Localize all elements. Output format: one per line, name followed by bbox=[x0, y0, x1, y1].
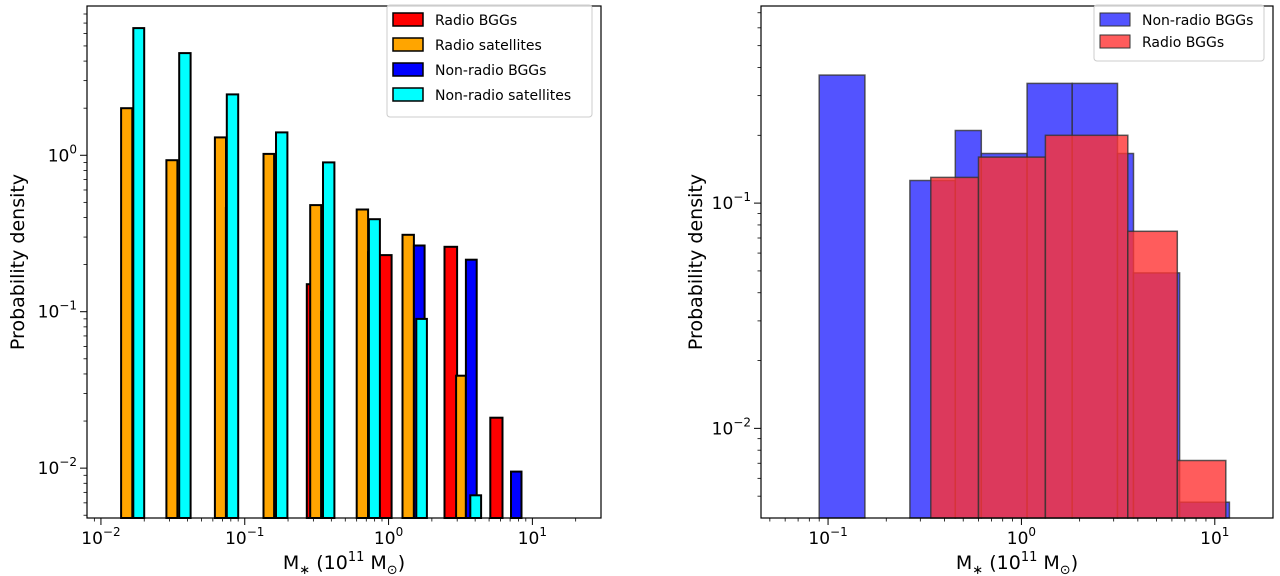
bar bbox=[464, 258, 478, 519]
bar bbox=[120, 107, 134, 519]
bar bbox=[510, 470, 523, 520]
bar bbox=[178, 52, 192, 519]
bar bbox=[818, 74, 866, 519]
legend-entry: Radio BGGs bbox=[435, 13, 517, 29]
legend-entry: Radio BGGs bbox=[1142, 35, 1224, 51]
legend-swatch bbox=[392, 12, 424, 27]
bar bbox=[1176, 459, 1227, 519]
y-axis-label: Probability density bbox=[7, 174, 29, 350]
bar bbox=[322, 161, 336, 519]
legend-entry: Non-radio BGGs bbox=[1142, 13, 1253, 29]
plot-frame bbox=[760, 5, 1274, 519]
legend: Radio BGGs Radio satellites Non-radio BGGs… bbox=[386, 4, 593, 118]
legend-entry: Radio satellites bbox=[435, 38, 542, 54]
bar bbox=[455, 374, 467, 520]
bar bbox=[401, 233, 415, 520]
bar bbox=[1127, 230, 1179, 519]
legend-swatch bbox=[392, 87, 424, 102]
bar bbox=[132, 27, 146, 519]
series-1 bbox=[930, 134, 1227, 519]
bar bbox=[469, 494, 483, 519]
y-axis-label: Probability density bbox=[685, 174, 707, 350]
y-tick-label: 100 bbox=[48, 142, 77, 166]
bar bbox=[1044, 134, 1129, 519]
bar bbox=[225, 93, 240, 520]
bar bbox=[275, 131, 289, 519]
x-tick-label: 100 bbox=[1007, 525, 1036, 549]
legend-entry: Non-radio BGGs bbox=[435, 63, 546, 79]
x-tick-label: 10−1 bbox=[225, 525, 264, 549]
x-axis-label: M∗ (1011 M⊙) bbox=[956, 550, 1078, 576]
x-axis-label: M∗ (1011 M⊙) bbox=[283, 550, 405, 576]
bar bbox=[165, 159, 179, 519]
x-tick-label: 10−2 bbox=[81, 525, 120, 549]
bar bbox=[977, 156, 1047, 519]
bar bbox=[262, 152, 276, 519]
right-histogram-panel: 10−1 100 101 10−2 10−1 M∗ (1011 M⊙) Probabilit… bbox=[685, 4, 1274, 576]
y-tick-label: 10−2 bbox=[712, 415, 751, 439]
legend-swatch bbox=[392, 62, 424, 77]
legend-swatch bbox=[1099, 34, 1131, 49]
y-tick-label: 10−2 bbox=[38, 455, 77, 479]
legend-box bbox=[386, 4, 593, 118]
legend-swatch bbox=[1099, 12, 1131, 27]
x-tick-label: 10−1 bbox=[808, 525, 847, 549]
x-tick-label: 101 bbox=[518, 525, 547, 549]
bar bbox=[415, 317, 428, 519]
legend-entry: Non-radio satellites bbox=[435, 88, 571, 104]
x-tick-label: 101 bbox=[1200, 525, 1229, 549]
bar bbox=[367, 218, 381, 519]
x-tick-label: 100 bbox=[374, 525, 403, 549]
bar bbox=[309, 204, 323, 519]
y-tick-label: 10−1 bbox=[38, 299, 77, 323]
legend-box bbox=[1093, 4, 1265, 62]
bar bbox=[489, 416, 504, 520]
y-tick-label: 10−1 bbox=[712, 190, 751, 214]
bar bbox=[213, 136, 227, 519]
plot-frame bbox=[86, 5, 602, 519]
bar bbox=[930, 176, 980, 519]
bar bbox=[355, 208, 370, 519]
legend-swatch bbox=[392, 37, 424, 52]
legend: Non-radio BGGs Radio BGGs bbox=[1093, 4, 1265, 62]
